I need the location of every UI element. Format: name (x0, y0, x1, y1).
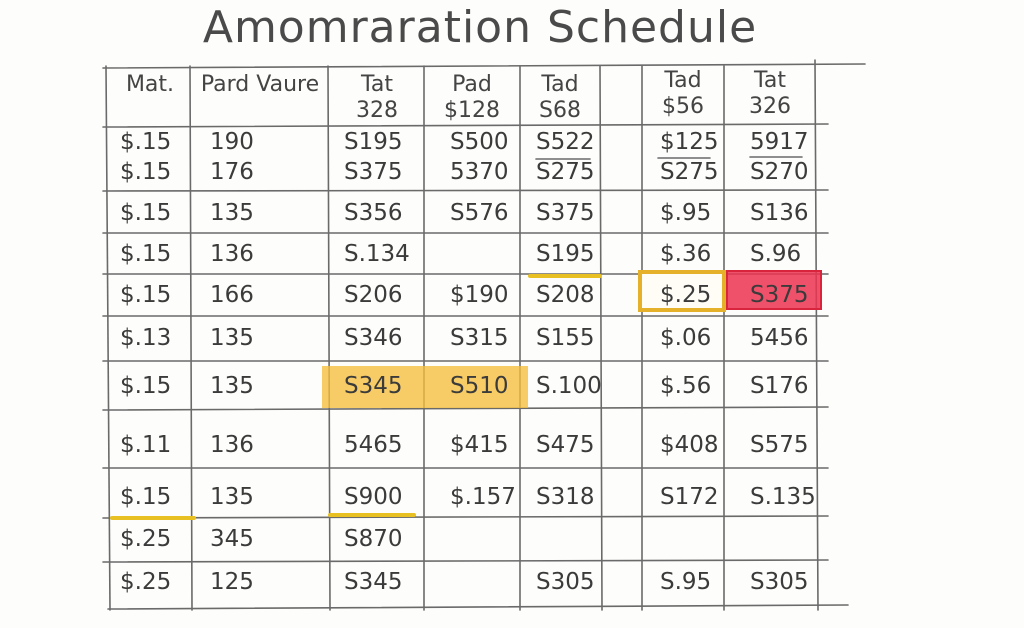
page-title: Amomraration Schedule (202, 2, 758, 53)
table-cell: 136 (210, 432, 254, 458)
table-cell: S900 (344, 484, 403, 510)
table-cell: 135 (210, 373, 254, 399)
table-cell: S305 (750, 569, 809, 595)
table-cell: $.56 (660, 373, 712, 399)
table-cell: S346 (344, 325, 403, 351)
table-cell: $.25 (660, 282, 712, 308)
table-cell: 5465 (344, 432, 403, 458)
table-cell: S356 (344, 200, 403, 226)
table-cell: S870 (344, 526, 403, 552)
table-cell: S345 (344, 569, 403, 595)
table-cell: S315 (450, 325, 509, 351)
table-cell: 135 (210, 325, 254, 351)
underline-mark (328, 513, 416, 517)
table-cell: 176 (210, 159, 254, 185)
table-cell: $.06 (660, 325, 712, 351)
table-cell: $.15 (120, 373, 172, 399)
underline-mark (110, 516, 196, 520)
table-cell: S475 (536, 432, 595, 458)
table-cell: S500 (450, 129, 509, 155)
table-cell: S.134 (344, 241, 410, 267)
table-cell: S345 (344, 373, 403, 399)
table-cell: S172 (660, 484, 719, 510)
table-cell: S.96 (750, 241, 802, 267)
table-cell: S.135 (750, 484, 816, 510)
table-cell: $.15 (120, 484, 172, 510)
table-cell: S206 (344, 282, 403, 308)
table-cell: 345 (210, 526, 254, 552)
table-cell: S275 (660, 159, 719, 185)
table-cell: $.157 (450, 484, 516, 510)
table-cell: S375 (536, 200, 595, 226)
table-cell: S275 (536, 159, 595, 185)
table-cell: S155 (536, 325, 595, 351)
table-cell: S270 (750, 159, 809, 185)
table-cell: 135 (210, 484, 254, 510)
table-cell: S305 (536, 569, 595, 595)
table-cell: S176 (750, 373, 809, 399)
highlight-box (638, 270, 726, 312)
table-cell: S208 (536, 282, 595, 308)
table-cell: S195 (344, 129, 403, 155)
table-cell: $190 (450, 282, 509, 308)
table-cell: $.36 (660, 241, 712, 267)
column-header: Tad $56 (662, 68, 704, 120)
table-cell: $415 (450, 432, 509, 458)
table-cell: $.11 (120, 432, 172, 458)
table-cell: S.95 (660, 569, 712, 595)
table-cell: 5456 (750, 325, 809, 351)
column-header: Tat 328 (356, 72, 398, 124)
table-cell: S136 (750, 200, 809, 226)
table-cell: $.15 (120, 282, 172, 308)
table-cell: S522 (536, 129, 595, 155)
table-cell: $125 (660, 129, 719, 155)
table-cell: $.25 (120, 526, 172, 552)
table-cell: 5370 (450, 159, 509, 185)
highlight-yellow (322, 366, 528, 408)
table-cell: 135 (210, 200, 254, 226)
column-header: Mat. (125, 72, 175, 97)
table-cell: $.15 (120, 129, 172, 155)
table-cell: $408 (660, 432, 719, 458)
column-header: Pard Vaure (200, 72, 320, 97)
column-header: Pad $128 (444, 72, 500, 124)
table-cell: S576 (450, 200, 509, 226)
table-cell: 166 (210, 282, 254, 308)
table-cell: S375 (344, 159, 403, 185)
table-cell: S.100 (536, 373, 602, 399)
table-cell: S195 (536, 241, 595, 267)
underline-mark (528, 274, 602, 278)
table-cell: 125 (210, 569, 254, 595)
table-cell: S318 (536, 484, 595, 510)
table-cell: S575 (750, 432, 809, 458)
column-header: Tad S68 (539, 72, 581, 124)
column-header: Tat 326 (749, 68, 791, 120)
table-cell: 5917 (750, 129, 809, 155)
table-cell: S510 (450, 373, 509, 399)
table-cell: 136 (210, 241, 254, 267)
highlight-red (726, 270, 822, 310)
table-cell: $.95 (660, 200, 712, 226)
table-cell: S375 (750, 282, 809, 308)
table-cell: $.15 (120, 159, 172, 185)
table-cell: 190 (210, 129, 254, 155)
table-cell: $.15 (120, 200, 172, 226)
table-cell: $.15 (120, 241, 172, 267)
table-cell: $.25 (120, 569, 172, 595)
table-cell: $.13 (120, 325, 172, 351)
